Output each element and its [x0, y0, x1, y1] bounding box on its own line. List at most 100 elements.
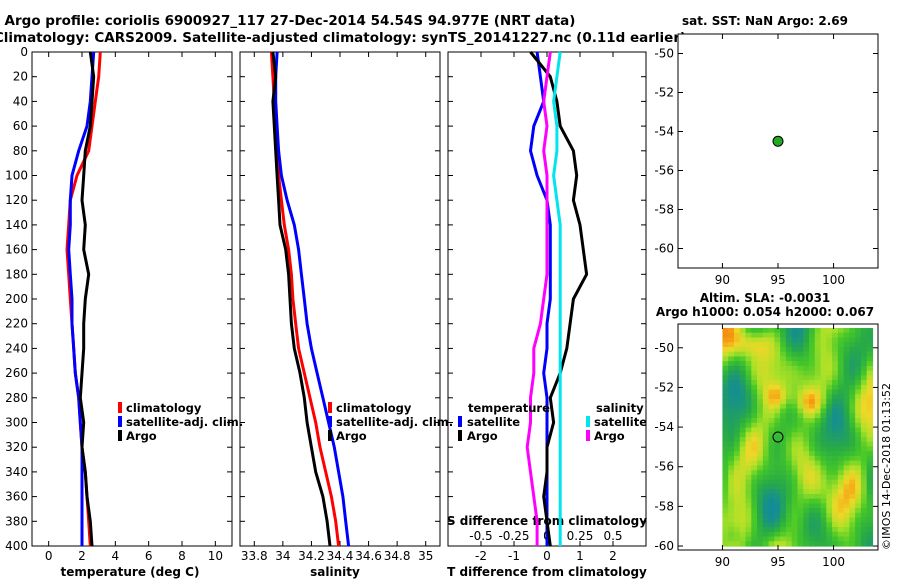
heatmap-cell	[820, 389, 827, 395]
y-tick-label: -52	[654, 380, 674, 394]
heatmap-cell	[855, 413, 862, 419]
heatmap-cell	[820, 332, 827, 339]
heatmap-cell	[733, 384, 741, 391]
legend-title-temperature: temperature	[468, 401, 550, 415]
heatmap-cell	[751, 522, 758, 528]
heatmap-cell	[757, 517, 764, 523]
heatmap-cell	[791, 399, 799, 405]
heatmap-cell	[837, 484, 845, 490]
heatmap-cell	[843, 332, 850, 339]
heatmap-cell	[728, 384, 735, 391]
legend-label-t-argo: Argo	[467, 429, 498, 443]
heatmap-cell	[785, 508, 793, 514]
heatmap-cell	[791, 356, 799, 362]
heatmap-cell	[797, 484, 804, 490]
heatmap-cell	[722, 498, 729, 504]
heatmap-cell	[826, 531, 833, 538]
heatmap-cell	[808, 470, 816, 476]
heatmap-cell	[791, 465, 799, 471]
heatmap-cell	[837, 512, 845, 519]
heatmap-cell	[843, 356, 850, 362]
legend-swatch-satellite	[118, 416, 122, 427]
heatmap-cell	[843, 346, 850, 353]
y-tick-label: -58	[654, 499, 674, 513]
heatmap-cell	[722, 408, 729, 414]
heatmap-cell	[780, 342, 787, 348]
heatmap-cell	[722, 470, 729, 476]
heatmap-cell	[797, 432, 804, 438]
heatmap-cell	[814, 489, 822, 495]
heatmap-cell	[832, 346, 839, 353]
heatmap-cell	[814, 451, 822, 457]
heatmap-cell	[751, 432, 758, 438]
heatmap-cell	[780, 498, 787, 504]
series-line-s-argo	[525, 51, 552, 546]
heatmap-cell	[757, 536, 764, 542]
heatmap-cell	[808, 389, 816, 395]
heatmap-cell	[739, 432, 747, 438]
heatmap-cell	[837, 432, 845, 438]
heatmap-cell	[728, 474, 735, 481]
heatmap-cell	[820, 346, 827, 353]
heatmap-cell	[751, 356, 758, 362]
heatmap-cell	[728, 512, 735, 519]
heatmap-cell	[860, 474, 868, 481]
heatmap-cell	[808, 451, 816, 457]
inner-tick-label: -0.5	[469, 529, 492, 543]
heatmap-cell	[728, 536, 735, 542]
legend-swatch-argo	[118, 430, 122, 441]
heatmap-cell	[814, 394, 822, 400]
legend-swatch-satellite	[328, 416, 332, 427]
heatmap-cell	[826, 365, 833, 372]
heatmap-cell	[728, 446, 735, 452]
heatmap-cell	[780, 441, 787, 448]
heatmap-cell	[814, 346, 822, 353]
heatmap-cell	[866, 451, 874, 457]
heatmap-cell	[814, 527, 822, 533]
heatmap-cell	[855, 512, 862, 519]
heatmap-cell	[803, 337, 810, 343]
heatmap-cell	[803, 503, 810, 509]
heatmap-cell	[866, 337, 874, 343]
heatmap-cell	[768, 437, 775, 443]
heatmap-cell	[797, 508, 804, 514]
heatmap-cell	[762, 493, 770, 500]
heatmap-cell	[866, 455, 874, 462]
heatmap-cell	[722, 351, 729, 358]
heatmap-cell	[780, 337, 787, 343]
legend-swatch-climatology	[118, 402, 122, 413]
heatmap-cell	[785, 403, 793, 410]
heatmap-cell	[745, 389, 752, 395]
heatmap-cell	[814, 342, 822, 348]
heatmap-cell	[820, 465, 827, 471]
heatmap-cell	[785, 413, 793, 419]
x-tick-label: 34.8	[384, 549, 411, 563]
heatmap-cell	[808, 351, 816, 358]
heatmap-cell	[774, 399, 781, 405]
heatmap-cell	[757, 455, 764, 462]
y-tick-label: -52	[654, 86, 674, 100]
heatmap-cell	[843, 522, 850, 528]
heatmap-cell	[791, 380, 799, 386]
heatmap-cell	[814, 361, 822, 367]
heatmap-cell	[797, 527, 804, 533]
heatmap-cell	[860, 346, 868, 353]
heatmap-cell	[860, 422, 868, 429]
heatmap-cell	[843, 422, 850, 429]
heatmap-cell	[745, 356, 752, 362]
heatmap-cell	[728, 493, 735, 500]
x-tick-label: 95	[770, 555, 785, 569]
heatmap-cell	[785, 351, 793, 358]
heatmap-cell	[780, 460, 787, 467]
heatmap-cell	[814, 337, 822, 343]
heatmap-cell	[728, 460, 735, 467]
heatmap-cell	[780, 508, 787, 514]
heatmap-cell	[843, 493, 850, 500]
heatmap-cell	[826, 356, 833, 362]
heatmap-cell	[855, 465, 862, 471]
heatmap-cell	[780, 446, 787, 452]
heatmap-cell	[808, 446, 816, 452]
y-tick-label: 360	[5, 490, 28, 504]
heatmap-cell	[785, 365, 793, 372]
heatmap-cell	[785, 337, 793, 343]
